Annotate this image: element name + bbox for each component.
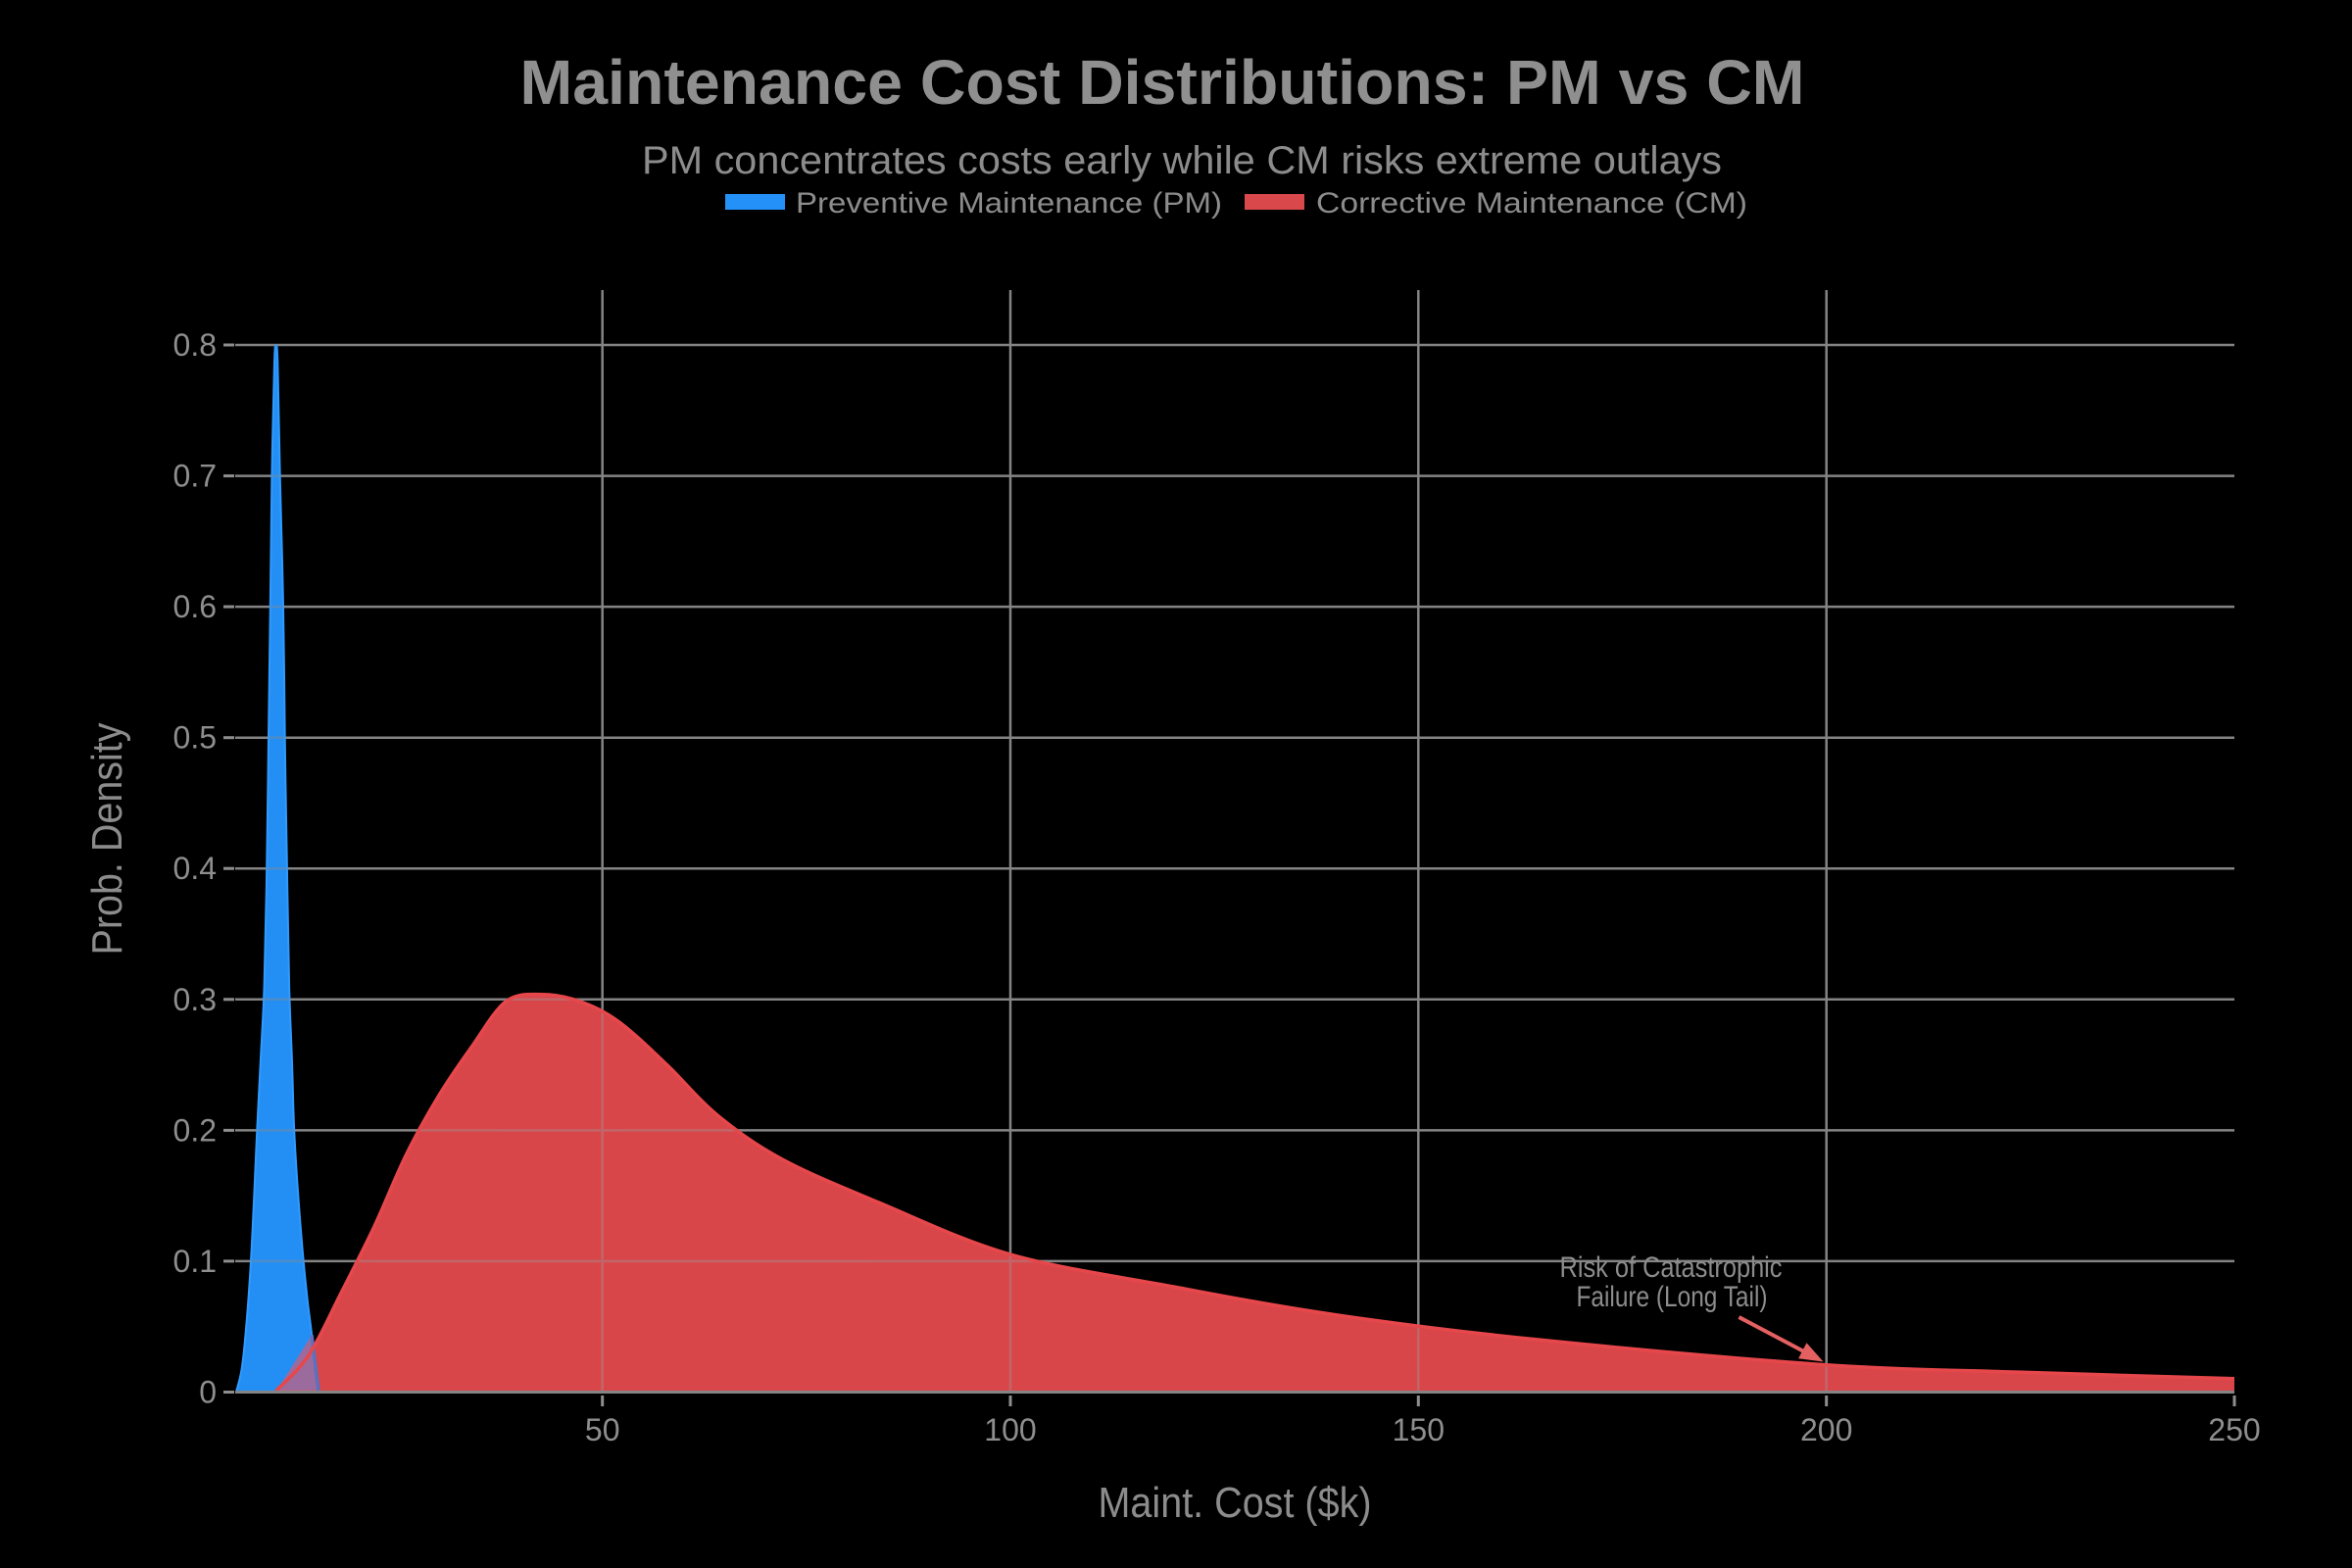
svg-text:0.4: 0.4 — [173, 851, 217, 886]
svg-text:0.7: 0.7 — [173, 459, 217, 494]
svg-text:PM concentrates costs early wh: PM concentrates costs early while CM ris… — [642, 139, 1722, 182]
svg-text:250: 250 — [2208, 1412, 2260, 1447]
svg-text:0.8: 0.8 — [173, 327, 217, 363]
svg-text:Failure (Long Tail): Failure (Long Tail) — [1577, 1281, 1768, 1313]
svg-text:Preventive Maintenance (PM): Preventive Maintenance (PM) — [796, 187, 1222, 220]
svg-text:Maint. Cost ($k): Maint. Cost ($k) — [1099, 1479, 1372, 1527]
svg-text:0.1: 0.1 — [173, 1244, 217, 1279]
svg-text:50: 50 — [585, 1412, 620, 1447]
svg-text:0: 0 — [199, 1375, 217, 1410]
svg-text:Corrective Maintenance (CM): Corrective Maintenance (CM) — [1316, 187, 1747, 220]
svg-text:150: 150 — [1393, 1412, 1445, 1447]
svg-text:Risk of Catastrophic: Risk of Catastrophic — [1560, 1251, 1783, 1284]
svg-text:0.3: 0.3 — [173, 982, 217, 1017]
svg-text:Maintenance Cost Distributions: Maintenance Cost Distributions: PM vs CM — [520, 47, 1805, 118]
svg-text:200: 200 — [1800, 1412, 1852, 1447]
svg-text:0.6: 0.6 — [173, 589, 217, 624]
svg-text:Prob. Density: Prob. Density — [83, 723, 131, 956]
svg-text:100: 100 — [984, 1412, 1036, 1447]
svg-text:0.2: 0.2 — [173, 1112, 217, 1148]
svg-text:0.5: 0.5 — [173, 720, 217, 756]
